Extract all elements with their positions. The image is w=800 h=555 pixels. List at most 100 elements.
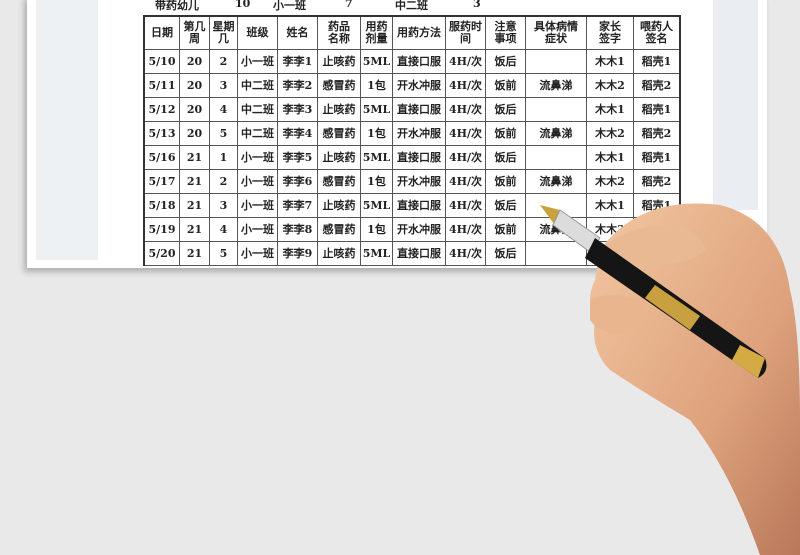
table-cell[interactable]: 稻壳1: [633, 145, 681, 170]
table-cell[interactable]: 中二班: [237, 97, 278, 122]
table-cell[interactable]: 5/18: [143, 193, 180, 218]
table-cell[interactable]: 21: [179, 193, 210, 218]
column-header-text: 班级: [246, 26, 269, 39]
left-margin-panel: [36, 0, 98, 260]
table-cell[interactable]: 开水冲服: [392, 121, 446, 146]
column-header-text: 星期几: [212, 20, 235, 45]
table-cell[interactable]: 4H/次: [445, 169, 486, 194]
column-header: 家长签字: [586, 15, 634, 50]
summary-class1: 小一班: [273, 0, 306, 12]
column-header-text: 具体病情症状: [534, 20, 578, 45]
table-row: 5/10 20 2 小一班 李李1 止咳药 5ML 直接口服 4H/次 饭后 木木1 稻壳1: [143, 49, 681, 74]
table-cell[interactable]: 开水冲服: [392, 73, 446, 98]
table-cell[interactable]: 5/12: [143, 97, 180, 122]
column-header-text: 用药方法: [397, 26, 441, 39]
table-cell[interactable]: [525, 241, 587, 266]
table-cell[interactable]: 稻壳2: [633, 121, 681, 146]
column-header: 服药时间: [445, 15, 486, 50]
table-cell[interactable]: 李李2: [277, 73, 318, 98]
column-header-text: 家长签字: [599, 20, 621, 45]
table-cell[interactable]: 小一班: [237, 217, 278, 242]
table-cell[interactable]: 李李1: [277, 49, 318, 74]
column-header-text: 药品名称: [328, 20, 350, 45]
table-cell[interactable]: 21: [179, 145, 210, 170]
table-cell[interactable]: 直接口服: [392, 145, 446, 170]
right-margin-panel: [713, 0, 758, 210]
table-cell[interactable]: 4H/次: [445, 241, 486, 266]
summary-total: 10: [235, 0, 251, 10]
column-header-text: 喂药人签名: [640, 20, 673, 45]
table-cell[interactable]: 木木2: [586, 73, 634, 98]
table-cell[interactable]: 20: [179, 121, 210, 146]
table-cell[interactable]: [525, 145, 587, 170]
table-cell[interactable]: 2: [209, 49, 238, 74]
table-cell[interactable]: 小一班: [237, 193, 278, 218]
table-cell[interactable]: 5/17: [143, 169, 180, 194]
table-cell[interactable]: 止咳药: [317, 145, 361, 170]
table-cell[interactable]: 4H/次: [445, 121, 486, 146]
column-header-text: 注意事项: [494, 20, 517, 45]
table-cell[interactable]: 5/16: [143, 145, 180, 170]
table-cell[interactable]: 5/10: [143, 49, 180, 74]
table-row: 5/16 21 1 小一班 李李5 止咳药 5ML 直接口服 4H/次 饭后 木木1 稻壳1: [143, 145, 681, 170]
table-cell[interactable]: 止咳药: [317, 241, 361, 266]
table-cell[interactable]: 木木1: [586, 49, 634, 74]
table-cell[interactable]: 饭后: [485, 97, 526, 122]
table-cell[interactable]: 5/19: [143, 217, 180, 242]
summary-label: 带药幼儿: [155, 0, 199, 12]
table-cell[interactable]: 小一班: [237, 169, 278, 194]
summary-class1-count: 7: [345, 0, 353, 10]
table-cell[interactable]: 5ML: [360, 241, 393, 266]
table-cell[interactable]: 稻壳2: [633, 169, 681, 194]
table-cell[interactable]: 5ML: [360, 193, 393, 218]
column-header-text: 第几周: [183, 20, 206, 45]
table-cell[interactable]: 4H/次: [445, 193, 486, 218]
column-header: 用药剂量: [360, 15, 393, 50]
table-cell[interactable]: 感冒药: [317, 73, 361, 98]
table-cell[interactable]: 直接口服: [392, 49, 446, 74]
table-cell[interactable]: 饭前: [485, 73, 526, 98]
table-cell[interactable]: 5ML: [360, 145, 393, 170]
column-header-text: 服药时间: [449, 20, 482, 45]
table-cell[interactable]: 小一班: [237, 241, 278, 266]
table-cell[interactable]: 感冒药: [317, 217, 361, 242]
table-cell[interactable]: 直接口服: [392, 241, 446, 266]
fountain-pen-icon: [540, 205, 767, 378]
table-cell[interactable]: 感冒药: [317, 169, 361, 194]
table-cell[interactable]: 5: [209, 121, 238, 146]
table-cell[interactable]: 流鼻涕: [525, 169, 587, 194]
summary-class2: 中二班: [395, 0, 428, 12]
summary-class2-count: 3: [473, 0, 481, 10]
table-cell[interactable]: 小一班: [237, 145, 278, 170]
table-cell[interactable]: 止咳药: [317, 97, 361, 122]
table-cell[interactable]: 20: [179, 97, 210, 122]
table-cell[interactable]: 木木2: [586, 169, 634, 194]
table-cell[interactable]: 木木2: [586, 121, 634, 146]
table-cell[interactable]: 稻壳1: [633, 97, 681, 122]
column-header: 姓名: [277, 15, 318, 50]
medication-table: 日期 第几周 星期几 班级 姓名 药品名称 用药剂量 用药方法 服药时间 注意事项 具体病情症状 家长…: [143, 15, 681, 266]
table-cell[interactable]: 1包: [360, 169, 393, 194]
table-cell[interactable]: 木木1: [586, 97, 634, 122]
column-header: 用药方法: [392, 15, 446, 50]
column-header: 注意事项: [485, 15, 526, 50]
column-header-text: 用药剂量: [365, 20, 388, 45]
table-cell[interactable]: 木木1: [586, 193, 634, 218]
table-cell[interactable]: 21: [179, 241, 210, 266]
table-row: 5/13 20 5 中二班 李李4 感冒药 1包 开水冲服 4H/次 饭前 流鼻涕 木木2 稻壳2: [143, 121, 681, 146]
table-cell[interactable]: 5/11: [143, 73, 180, 98]
table-cell[interactable]: 3: [209, 193, 238, 218]
table-cell[interactable]: [525, 193, 587, 218]
table-cell[interactable]: 直接口服: [392, 97, 446, 122]
table-cell[interactable]: 5/20: [143, 241, 180, 266]
table-cell[interactable]: 直接口服: [392, 193, 446, 218]
table-cell[interactable]: 4H/次: [445, 217, 486, 242]
column-header: 班级: [237, 15, 278, 50]
table-cell[interactable]: 流鼻涕: [525, 73, 587, 98]
table-cell[interactable]: 稻壳2: [633, 73, 681, 98]
table-cell[interactable]: 李李7: [277, 193, 318, 218]
table-cell[interactable]: 开水冲服: [392, 217, 446, 242]
table-cell[interactable]: 李李5: [277, 145, 318, 170]
table-cell[interactable]: 稻壳1: [633, 49, 681, 74]
